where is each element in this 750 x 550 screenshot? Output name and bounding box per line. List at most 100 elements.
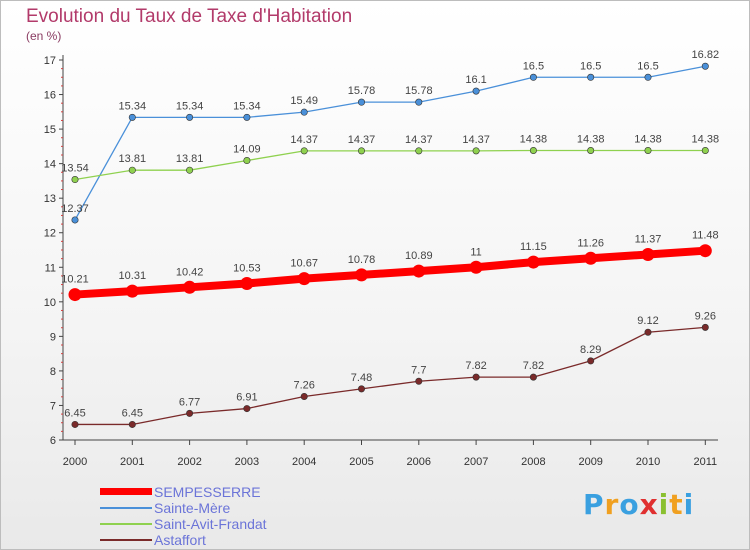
data-label: 10.67 [290,258,318,270]
data-label: 14.38 [520,134,548,146]
legend-swatch [100,488,152,495]
data-label: 10.42 [176,266,204,278]
data-label: 14.37 [405,134,433,146]
data-label: 16.5 [523,60,544,72]
legend-item: Saint-Avit-Frandat [100,516,340,532]
x-tick-label: 2003 [235,456,259,468]
data-point [243,113,251,121]
x-tick-label: 2011 [693,456,717,468]
data-label: 9.26 [695,310,716,322]
data-label: 7.82 [523,360,544,372]
data-point [243,405,251,413]
chart-title: Evolution du Taux de Taxe d'Habitation [26,6,353,27]
legend-label: Sainte-Mère [154,500,231,516]
data-label: 11.37 [635,233,662,245]
data-point [644,147,652,155]
data-point [698,244,712,258]
data-label: 12.37 [61,203,89,215]
data-point [469,260,483,274]
data-point [357,385,365,393]
x-tick-label: 2010 [636,456,660,468]
data-label: 8.29 [580,344,601,356]
y-tick-label: 7 [50,400,56,412]
data-label: 15.78 [405,85,433,97]
data-point [71,176,79,184]
data-point [355,268,368,282]
legend-label: Astaffort [154,532,206,548]
data-point [357,98,365,106]
data-point [415,147,423,155]
chart-subtitle: (en %) [26,29,62,43]
data-label: 13.81 [176,153,204,165]
data-point [300,392,308,400]
data-label: 13.54 [61,163,89,175]
x-tick-label: 2009 [578,456,602,468]
data-point [529,73,537,81]
legend-swatch [100,539,152,541]
series-line [74,246,706,299]
data-label: 15.34 [176,100,204,112]
data-label: 16.5 [580,60,601,72]
data-label: 13.81 [119,153,147,165]
legend-item: Astaffort [100,532,340,548]
data-point [415,98,423,106]
data-label: 6.91 [236,392,257,404]
data-label: 7.82 [465,360,486,372]
data-label: 10.21 [61,274,89,286]
logo-letter: o [619,488,640,521]
y-tick-label: 16 [44,90,56,102]
data-point [644,73,652,81]
x-tick-label: 2005 [349,456,373,468]
data-label: 9.12 [637,315,658,327]
data-point [472,147,480,155]
data-label: 14.38 [577,134,605,146]
data-label: 14.38 [634,134,662,146]
y-tick-label: 8 [50,366,56,378]
data-label: 11.15 [520,241,547,253]
y-tick-label: 9 [50,331,56,343]
data-label: 15.34 [119,100,147,112]
x-tick-label: 2001 [120,456,144,468]
logo-letter: t [669,488,684,521]
logo-letter: i [658,488,670,521]
legend-swatch [100,523,152,525]
data-point [584,251,598,265]
data-point [641,247,655,261]
data-point [71,420,79,428]
data-point [357,147,365,155]
data-point [300,147,308,155]
data-point [71,216,79,224]
data-label: 14.37 [348,134,376,146]
data-point [300,108,308,116]
data-label: 10.89 [405,250,433,262]
data-point [587,73,595,81]
y-tick-label: 13 [44,193,56,205]
data-point [128,113,136,121]
data-point [128,420,136,428]
chart-legend: SEMPESSERRE Sainte-Mère Saint-Avit-Frandat… [100,484,340,548]
legend-swatch [100,507,152,509]
data-point [526,255,540,269]
data-point [701,323,709,331]
data-point [125,284,139,298]
data-label: 6.45 [64,407,85,419]
series-line [74,65,706,221]
data-label: 14.37 [462,134,490,146]
data-label: 15.49 [290,95,318,107]
data-label: 10.78 [348,254,376,266]
data-label: 16.1 [465,74,486,86]
legend-item: SEMPESSERRE [100,484,340,500]
data-point [128,166,136,174]
data-label: 10.31 [119,270,147,282]
data-point [529,373,537,381]
data-label: 15.34 [233,100,261,112]
data-label: 16.82 [692,49,720,61]
data-point [529,147,537,155]
legend-label: Saint-Avit-Frandat [154,516,267,532]
data-point [240,277,254,291]
logo-letter: P [583,488,605,521]
data-point [415,377,423,385]
data-point [587,357,595,365]
data-point [186,409,194,417]
